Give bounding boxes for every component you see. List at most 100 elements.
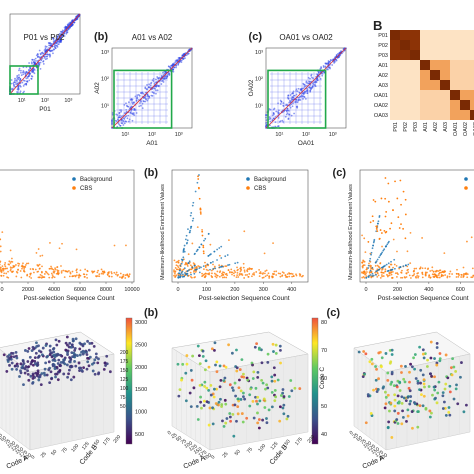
cbs-point: [30, 277, 33, 279]
data-point: [144, 86, 147, 89]
data-point: [108, 370, 112, 374]
background-point: [198, 267, 201, 270]
cbs-point: [246, 269, 248, 272]
x-axis-label: A01: [146, 140, 158, 147]
data-point: [246, 378, 250, 382]
cbs-point: [19, 270, 22, 272]
cbs-point: [258, 275, 261, 278]
data-point: [222, 364, 226, 368]
data-point: [19, 362, 23, 366]
data-point: [416, 381, 420, 385]
data-point: [27, 365, 31, 369]
data-point: [150, 82, 152, 85]
data-point: [281, 406, 285, 410]
y-tick-label: 100: [257, 443, 267, 453]
data-point: [285, 104, 287, 107]
data-point: [376, 388, 380, 391]
data-point: [438, 357, 442, 361]
cbs-point: [382, 275, 385, 277]
heatmap-cell: [410, 70, 420, 80]
cbs-point: [255, 271, 258, 273]
data-point: [265, 421, 269, 425]
data-point: [86, 339, 89, 343]
data-point: [39, 67, 42, 70]
background-point: [181, 270, 184, 273]
data-point: [55, 38, 58, 41]
heatmap-cell: [440, 60, 450, 70]
data-point: [138, 94, 141, 97]
x-axis-label: Post-selection Sequence Count: [198, 295, 289, 302]
background-point: [234, 262, 237, 265]
data-point: [111, 119, 113, 121]
cbs-point: [8, 263, 11, 266]
cbs-point: [379, 229, 382, 231]
identity-line: [265, 47, 347, 129]
data-point: [44, 47, 47, 49]
data-point: [10, 79, 13, 81]
background-point: [207, 254, 210, 257]
data-point: [433, 357, 436, 360]
cbs-point: [57, 269, 60, 272]
cbs-point: [466, 240, 468, 243]
data-point: [383, 406, 387, 410]
cbs-point: [251, 273, 254, 276]
panel-title: OA01 vs OA02: [279, 33, 333, 42]
cbs-point: [264, 275, 267, 278]
data-point: [201, 354, 205, 358]
data-point: [302, 87, 305, 90]
data-point: [260, 361, 264, 365]
data-point: [389, 382, 393, 386]
heatmap-cell: [400, 100, 410, 110]
data-point: [68, 360, 72, 364]
cbs-point: [387, 182, 390, 185]
data-point: [42, 371, 46, 375]
data-point: [29, 362, 33, 366]
background-point: [377, 220, 380, 223]
cbs-point: [56, 266, 59, 269]
cbs-point: [177, 259, 180, 262]
background-point: [190, 212, 193, 214]
data-point: [386, 378, 390, 382]
legend-marker: [72, 177, 76, 181]
data-point: [87, 364, 91, 368]
cbs-point: [387, 274, 389, 277]
cbs-point: [281, 275, 283, 277]
data-point: [146, 88, 148, 91]
cbs-point: [127, 276, 130, 278]
data-point: [13, 81, 16, 83]
heatmap-cell: [450, 70, 460, 80]
cbs-point: [212, 263, 214, 266]
background-point: [367, 264, 370, 267]
cbs-point: [413, 273, 416, 275]
data-point: [67, 345, 71, 349]
heatmap-cell: [450, 60, 460, 70]
cbs-point: [60, 271, 63, 274]
cbs-point: [41, 265, 43, 268]
data-point: [16, 80, 18, 82]
cbs-point: [230, 271, 233, 274]
data-point: [197, 354, 201, 358]
data-point: [90, 362, 94, 366]
data-point: [274, 351, 278, 355]
data-point: [119, 116, 122, 119]
data-point: [438, 359, 442, 363]
data-point: [272, 366, 276, 370]
background-point: [386, 243, 389, 246]
data-point: [155, 89, 157, 92]
data-point: [23, 80, 26, 82]
data-point: [21, 81, 24, 84]
cbs-point: [51, 268, 54, 271]
data-point: [402, 377, 406, 381]
data-point: [406, 408, 410, 412]
heatmap-row-label: A03: [378, 83, 388, 89]
data-point: [272, 114, 274, 117]
y-tick-label: 50: [50, 449, 58, 457]
data-point: [214, 363, 217, 367]
data-point: [273, 373, 277, 377]
cbs-point: [413, 267, 416, 270]
data-point: [286, 414, 290, 418]
heatmap-cell: [420, 40, 430, 50]
cbs-point: [244, 274, 247, 276]
heatmap-row-label: OA02: [374, 103, 388, 109]
enrichment-panel-2: [171, 169, 309, 284]
